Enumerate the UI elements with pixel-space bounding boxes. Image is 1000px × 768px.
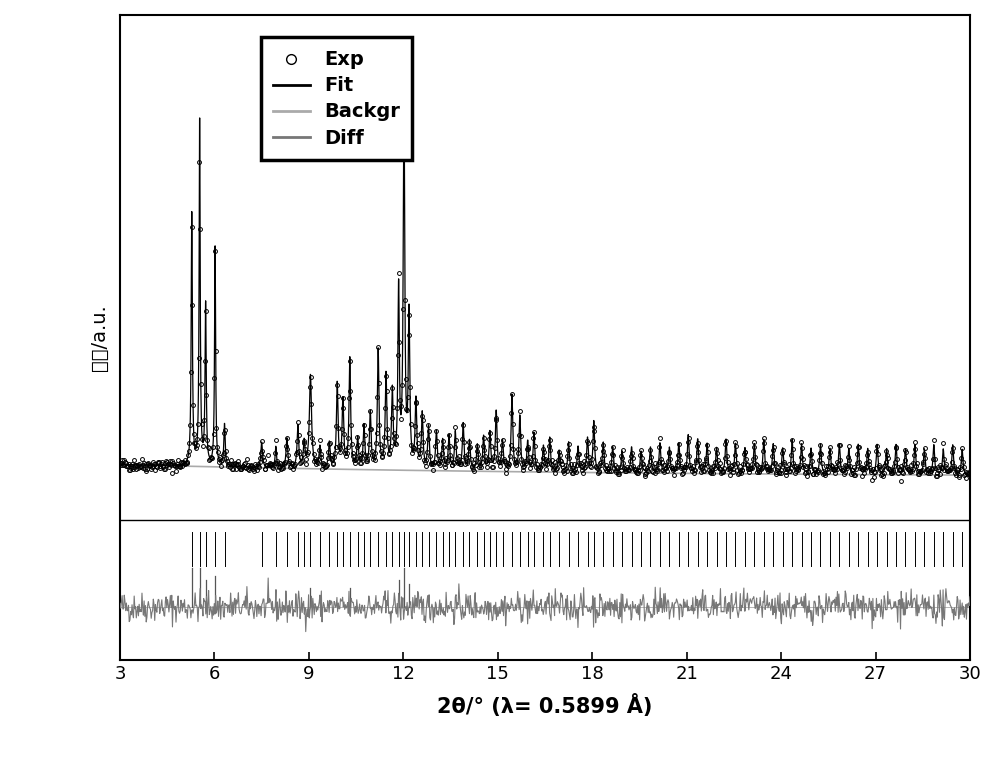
Backgr bbox=[654, 468, 666, 478]
Backgr bbox=[617, 468, 629, 478]
Fit bbox=[964, 470, 976, 479]
Exp bbox=[561, 452, 573, 461]
Exp bbox=[401, 406, 413, 415]
Exp bbox=[257, 452, 269, 462]
Backgr bbox=[744, 469, 756, 478]
Fit bbox=[398, 84, 410, 93]
Backgr bbox=[964, 471, 976, 480]
Exp bbox=[398, 127, 410, 136]
Line: Fit: Fit bbox=[120, 88, 970, 475]
Backgr bbox=[114, 460, 126, 469]
Backgr bbox=[157, 461, 169, 470]
Fit bbox=[157, 461, 169, 470]
Fit bbox=[422, 434, 434, 443]
Line: Exp: Exp bbox=[118, 130, 972, 482]
Y-axis label: 强度/a.u.: 强度/a.u. bbox=[90, 305, 109, 371]
Exp bbox=[964, 466, 976, 475]
Backgr bbox=[422, 466, 434, 475]
Line: Backgr: Backgr bbox=[120, 465, 970, 475]
X-axis label: 2θ/° (λ= 0.5899 Å): 2θ/° (λ= 0.5899 Å) bbox=[437, 694, 653, 717]
Fit bbox=[617, 456, 629, 465]
Backgr bbox=[790, 469, 802, 478]
Exp bbox=[579, 462, 591, 471]
Fit bbox=[790, 466, 802, 475]
Fit bbox=[654, 440, 666, 449]
Legend: Exp, Fit, Backgr, Diff: Exp, Fit, Backgr, Diff bbox=[261, 38, 412, 161]
Fit bbox=[744, 466, 756, 475]
Exp bbox=[227, 459, 239, 468]
Exp bbox=[895, 476, 907, 485]
Exp bbox=[114, 458, 126, 468]
Fit bbox=[114, 460, 126, 469]
Exp bbox=[483, 434, 495, 443]
